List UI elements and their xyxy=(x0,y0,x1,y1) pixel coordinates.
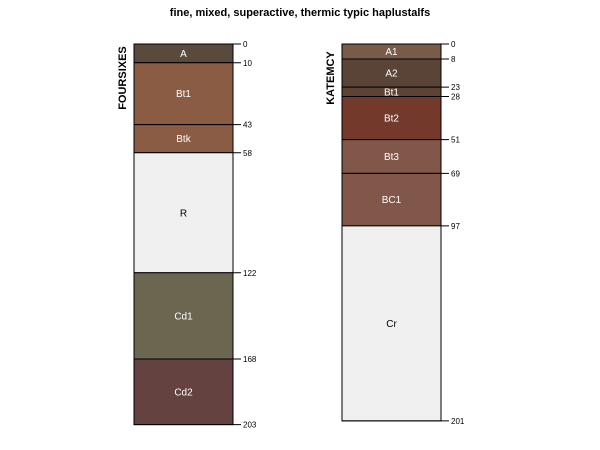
depth-label: 58 xyxy=(243,149,252,158)
horizon-label: R xyxy=(180,208,187,219)
horizon-label: A xyxy=(180,49,187,60)
horizon-label: Cd2 xyxy=(174,387,193,398)
horizon-label: Bt2 xyxy=(384,114,399,125)
horizon-bt3 xyxy=(341,139,442,174)
horizon-a2 xyxy=(341,58,442,88)
depth-label: 122 xyxy=(243,269,257,278)
depth-label: 43 xyxy=(243,121,252,130)
profile-name: KATEMCY xyxy=(325,51,337,105)
depth-label: 0 xyxy=(243,40,248,49)
profile-name: FOURSIXES xyxy=(117,46,129,110)
horizon-bc1 xyxy=(341,172,442,227)
horizon-label: A1 xyxy=(385,47,398,58)
profile-outline xyxy=(133,43,234,426)
horizon-label: Bt1 xyxy=(384,87,399,98)
horizon-label: A2 xyxy=(385,69,398,80)
horizon-label: Cd1 xyxy=(174,311,193,322)
depth-label: 0 xyxy=(451,40,456,49)
profile-outline xyxy=(341,43,442,422)
horizon-label: Bt3 xyxy=(384,152,399,163)
soil-profile-0: A Bt1 Btk R Cd1 Cd2 0 10 43 58 122 168 203 FOURSIXES xyxy=(117,40,257,430)
depth-label: 203 xyxy=(243,421,257,430)
horizon-label: Cr xyxy=(386,319,397,330)
depth-label: 201 xyxy=(451,417,465,426)
horizon-cr xyxy=(341,225,442,422)
horizon-bt1 xyxy=(133,62,234,126)
horizon-label: Bt1 xyxy=(176,89,191,100)
horizon-r xyxy=(133,152,234,274)
horizon-label: Btk xyxy=(176,134,191,145)
horizon-label: BC1 xyxy=(382,195,402,206)
depth-label: 168 xyxy=(243,355,257,364)
depth-label: 69 xyxy=(451,169,460,178)
depth-label: 10 xyxy=(243,59,252,68)
diagram-title: fine, mixed, superactive, thermic typic … xyxy=(170,7,430,19)
horizon-btk xyxy=(133,124,234,154)
depth-label: 23 xyxy=(451,83,460,92)
depth-label: 28 xyxy=(451,93,460,102)
depth-label: 8 xyxy=(451,55,456,64)
horizon-cd1 xyxy=(133,272,234,360)
depth-label: 97 xyxy=(451,222,460,231)
depth-label: 51 xyxy=(451,136,460,145)
